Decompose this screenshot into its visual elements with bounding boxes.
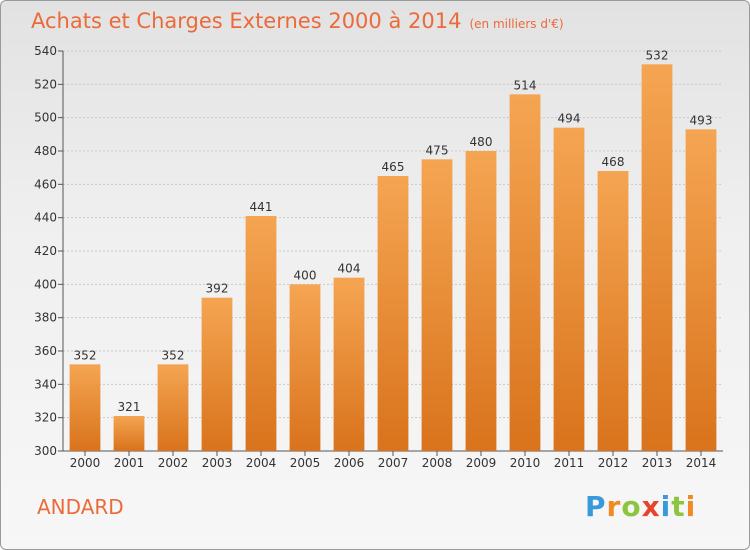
data-label-2010: 514: [514, 78, 537, 92]
x-tick-label-2010: 2010: [510, 456, 541, 470]
proxiti-logo: Proxiti: [585, 490, 696, 523]
logo-letter: i: [660, 490, 672, 523]
y-tick-label: 460: [34, 177, 57, 191]
logo-letter: o: [621, 490, 642, 523]
bar-2014: [685, 129, 717, 452]
data-label-2005: 400: [294, 268, 317, 282]
bar-2011: [553, 127, 585, 452]
x-tick-label-2011: 2011: [554, 456, 585, 470]
x-tick-label-2008: 2008: [422, 456, 453, 470]
x-tick-label-2000: 2000: [70, 456, 101, 470]
x-tick-label-2004: 2004: [246, 456, 277, 470]
data-label-2013: 532: [646, 48, 669, 62]
x-tick-label-2012: 2012: [598, 456, 629, 470]
logo-letter: P: [585, 490, 607, 523]
y-tick-label: 520: [34, 77, 57, 91]
x-tick-label-2006: 2006: [334, 456, 365, 470]
bar-2012: [597, 171, 629, 451]
data-label-2004: 441: [250, 200, 273, 214]
x-tick-label-2002: 2002: [158, 456, 189, 470]
y-tick-label: 300: [34, 444, 57, 458]
y-tick-label: 340: [34, 377, 57, 391]
data-labels: 352 321 352 392 441 400 404 465 475 480 514 494 468 5…: [74, 48, 713, 414]
y-tick-label: 500: [34, 111, 57, 125]
y-tick-label: 360: [34, 344, 57, 358]
data-label-2008: 475: [426, 143, 449, 157]
y-tick-label: 400: [34, 277, 57, 291]
bar-2005: [289, 284, 321, 451]
x-tick-label-2005: 2005: [290, 456, 321, 470]
bar-2000: [69, 364, 101, 451]
bar-2004: [245, 216, 277, 451]
data-label-2000: 352: [74, 348, 97, 362]
bar-2007: [377, 176, 409, 451]
bar-2010: [509, 94, 541, 451]
data-label-2011: 494: [558, 112, 581, 126]
data-label-2007: 465: [382, 160, 405, 174]
x-tick-label-2014: 2014: [686, 456, 717, 470]
bars: [69, 64, 717, 452]
logo-letter: t: [671, 490, 686, 523]
data-label-2012: 468: [602, 155, 625, 169]
x-tick-label-2001: 2001: [114, 456, 145, 470]
x-tick-label-2009: 2009: [466, 456, 497, 470]
bar-2001: [113, 416, 145, 451]
location-name: ANDARD: [37, 495, 124, 519]
bar-2002: [157, 364, 189, 451]
chart-title: Achats et Charges Externes 2000 à 2014 (e…: [31, 9, 564, 33]
chart-title-text: Achats et Charges Externes 2000 à 2014: [31, 9, 462, 33]
bar-2008: [421, 159, 453, 452]
data-label-2001: 321: [118, 400, 141, 414]
y-tick-label: 380: [34, 311, 57, 325]
bar-2013: [641, 64, 673, 452]
logo-letter: i: [685, 490, 697, 523]
logo-letter: r: [606, 490, 622, 523]
y-tick-label: 540: [34, 44, 57, 58]
x-tick-label-2013: 2013: [642, 456, 673, 470]
x-tick-label-2007: 2007: [378, 456, 409, 470]
y-tick-label: 420: [34, 244, 57, 258]
logo-letter: x: [641, 490, 661, 523]
data-label-2003: 392: [206, 282, 229, 296]
x-tick-label-2003: 2003: [202, 456, 233, 470]
bar-2006: [333, 277, 365, 451]
data-label-2006: 404: [338, 262, 361, 276]
y-tick-label: 440: [34, 211, 57, 225]
y-tick-label: 320: [34, 411, 57, 425]
data-label-2002: 352: [162, 348, 185, 362]
bar-2003: [201, 297, 233, 451]
data-label-2009: 480: [470, 135, 493, 149]
bar-2009: [465, 151, 497, 451]
chart-unit: (en milliers d'€): [469, 17, 564, 31]
data-label-2014: 493: [690, 113, 713, 127]
y-tick-label: 480: [34, 144, 57, 158]
